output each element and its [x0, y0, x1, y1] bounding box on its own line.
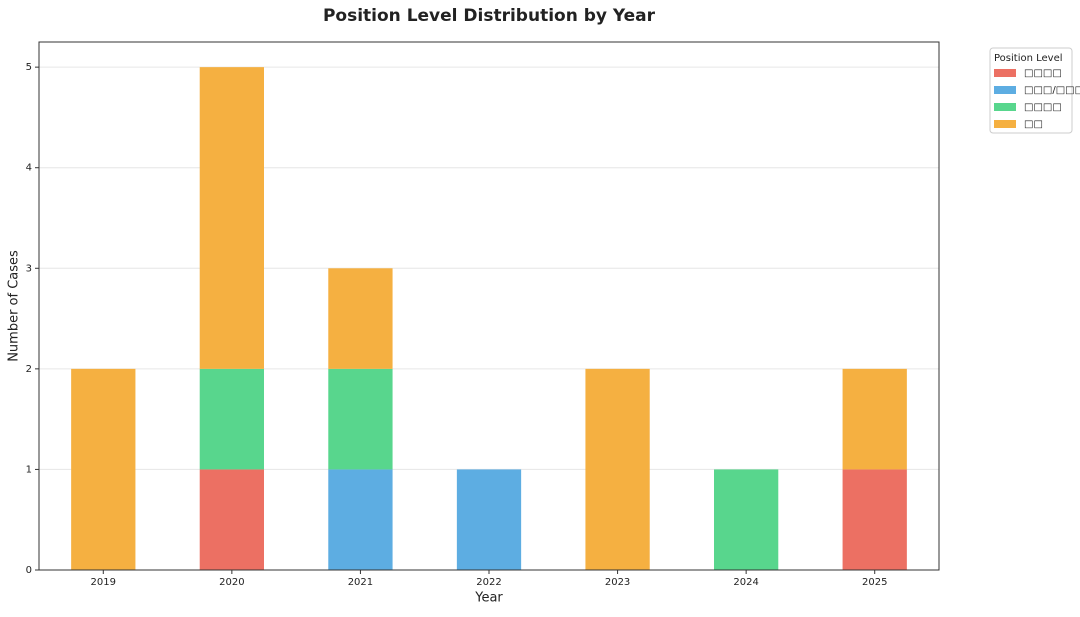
legend-label: □□□/□□□: [1024, 85, 1080, 96]
bars: [71, 67, 907, 570]
legend-swatch: [994, 86, 1016, 94]
legend-title: Position Level: [994, 53, 1063, 64]
x-tick-label: 2024: [733, 577, 758, 588]
chart-title: Position Level Distribution by Year: [323, 6, 656, 26]
legend-label: □□: [1024, 119, 1043, 130]
y-tick-label: 4: [26, 163, 32, 174]
legend: Position Level □□□□□□□/□□□□□□□□□: [989, 47, 1080, 134]
bar-segment: [328, 469, 393, 570]
x-tick-label: 2020: [219, 577, 244, 588]
y-tick-label: 2: [26, 364, 32, 375]
y-axis-label: Number of Cases: [7, 250, 22, 362]
bar-segment: [199, 67, 264, 369]
bar-segment: [714, 469, 779, 570]
bar-segment: [842, 368, 907, 470]
x-tick-label: 2023: [605, 577, 630, 588]
bar-segment: [585, 368, 650, 570]
bar-segment: [328, 268, 393, 369]
x-axis-label: Year: [474, 591, 503, 606]
y-tick-label: 5: [26, 62, 32, 73]
bar-segment: [199, 368, 264, 470]
x-tick-label: 2022: [476, 577, 501, 588]
bar-segment: [328, 368, 393, 470]
bar-segment: [71, 368, 136, 570]
bar-segment: [842, 469, 907, 570]
y-tick-label: 1: [26, 464, 32, 475]
x-tick-label: 2025: [862, 577, 887, 588]
bar-segment: [456, 469, 522, 570]
legend-swatch: [994, 69, 1016, 77]
x-tick-label: 2019: [91, 577, 116, 588]
y-tick-label: 3: [26, 263, 32, 274]
legend-label: □□□□: [1024, 102, 1062, 113]
y-tick-label: 0: [26, 565, 32, 576]
bar-segment: [199, 469, 264, 570]
legend-swatch: [994, 120, 1016, 128]
x-tick-label: 2021: [348, 577, 373, 588]
legend-swatch: [994, 103, 1016, 111]
legend-label: □□□□: [1024, 68, 1062, 79]
